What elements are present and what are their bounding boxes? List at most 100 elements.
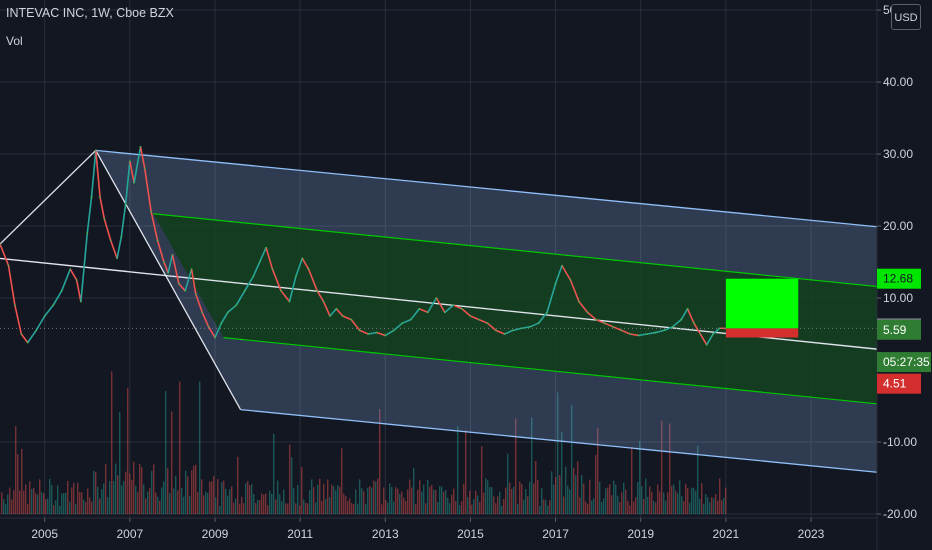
price-point bbox=[392, 329, 395, 332]
volume-bar bbox=[199, 381, 201, 514]
volume-bar bbox=[315, 502, 317, 514]
symbol-title[interactable]: INTEVAC INC, 1W, Cboe BZX bbox=[6, 6, 174, 20]
price-segment bbox=[621, 329, 631, 335]
stop-loss-zone bbox=[725, 328, 799, 338]
volume-bar bbox=[383, 487, 385, 514]
price-point bbox=[86, 232, 89, 235]
price-point bbox=[20, 333, 23, 335]
volume-bar bbox=[487, 480, 489, 514]
volume-bar bbox=[93, 470, 95, 514]
volume-bar bbox=[145, 498, 147, 514]
volume-bar bbox=[665, 500, 667, 514]
price-segment bbox=[569, 279, 580, 302]
price-segment bbox=[124, 161, 131, 205]
volume-bar bbox=[629, 505, 631, 514]
volume-bar bbox=[607, 487, 609, 514]
time-tick-label: 2019 bbox=[627, 527, 654, 541]
price-point bbox=[569, 279, 572, 281]
price-segment bbox=[342, 315, 352, 321]
volume-bar bbox=[597, 427, 599, 514]
time-axis[interactable]: 2005 2007 2009 2011 2013 2015 2017 2019 2021 2023 bbox=[0, 517, 877, 541]
price-point bbox=[0, 243, 1, 245]
volume-bar bbox=[539, 505, 541, 514]
volume-bar bbox=[263, 494, 265, 514]
price-segment bbox=[14, 305, 23, 335]
price-segment bbox=[384, 329, 395, 337]
price-segment bbox=[60, 268, 71, 292]
volume-bar bbox=[341, 448, 343, 514]
volume-bar bbox=[35, 493, 37, 514]
price-segment bbox=[201, 312, 210, 328]
volume-bar bbox=[565, 466, 567, 514]
volume-bar bbox=[71, 487, 73, 514]
volume-bar bbox=[449, 503, 451, 514]
price-point bbox=[235, 304, 238, 307]
volume-bar bbox=[161, 487, 163, 514]
pitchfork-channel[interactable] bbox=[0, 149, 878, 473]
volume-bar bbox=[559, 475, 561, 514]
volume-bar bbox=[527, 496, 529, 514]
price-segment bbox=[554, 265, 563, 284]
volume-bar bbox=[431, 484, 433, 514]
volume-bar bbox=[59, 505, 61, 514]
price-segment bbox=[129, 161, 135, 183]
volume-bar bbox=[53, 505, 55, 514]
volume-bar bbox=[611, 495, 613, 514]
price-segment bbox=[90, 150, 97, 198]
price-tick-label: 10.00 bbox=[883, 291, 913, 305]
volume-bar bbox=[667, 492, 669, 514]
volume-bar bbox=[555, 477, 557, 514]
volume-bar bbox=[33, 487, 35, 514]
volume-bar bbox=[9, 487, 11, 514]
volume-bar bbox=[401, 491, 403, 514]
price-point bbox=[265, 246, 267, 249]
volume-bar bbox=[447, 497, 449, 514]
volume-bar bbox=[63, 493, 65, 514]
volume-bar bbox=[267, 505, 269, 514]
volume-bar bbox=[321, 501, 323, 514]
long-position-tool[interactable] bbox=[725, 278, 799, 338]
price-point bbox=[537, 322, 540, 325]
volume-bar bbox=[543, 499, 545, 514]
volume-bar bbox=[171, 411, 173, 514]
price-line bbox=[0, 145, 727, 346]
price-point bbox=[452, 304, 455, 307]
volume-indicator-label[interactable]: Vol bbox=[6, 34, 23, 48]
price-point bbox=[646, 333, 649, 335]
price-segment bbox=[478, 318, 488, 324]
price-segment bbox=[350, 319, 361, 331]
price-point bbox=[401, 322, 404, 325]
price-segment bbox=[712, 327, 721, 335]
volume-bar bbox=[111, 371, 113, 514]
volume-bar bbox=[677, 493, 679, 514]
price-point bbox=[409, 318, 412, 321]
time-tick-label: 2015 bbox=[457, 527, 484, 541]
volume-bar bbox=[107, 496, 109, 514]
price-point bbox=[294, 275, 297, 278]
volume-bar bbox=[637, 482, 639, 514]
volume-bar bbox=[403, 497, 405, 514]
price-segment bbox=[638, 333, 648, 337]
price-point bbox=[139, 145, 142, 148]
volume-bar bbox=[429, 487, 431, 514]
price-segment bbox=[629, 333, 639, 337]
volume-bar bbox=[207, 492, 209, 514]
volume-bar bbox=[653, 500, 655, 514]
volume-bar bbox=[281, 501, 283, 514]
price-segment bbox=[461, 308, 471, 317]
volume-bar bbox=[193, 465, 195, 514]
currency-button[interactable]: USD bbox=[891, 4, 921, 30]
volume-bar bbox=[143, 484, 145, 514]
volume-bar bbox=[177, 490, 179, 514]
price-segment bbox=[663, 326, 673, 332]
volume-bar bbox=[299, 505, 301, 514]
volume-bar bbox=[715, 493, 717, 514]
price-point bbox=[367, 333, 370, 335]
volume-bar bbox=[1, 492, 3, 514]
volume-bar bbox=[587, 504, 589, 514]
volume-bar bbox=[541, 488, 543, 514]
price-point bbox=[461, 307, 463, 310]
price-point bbox=[435, 297, 438, 299]
